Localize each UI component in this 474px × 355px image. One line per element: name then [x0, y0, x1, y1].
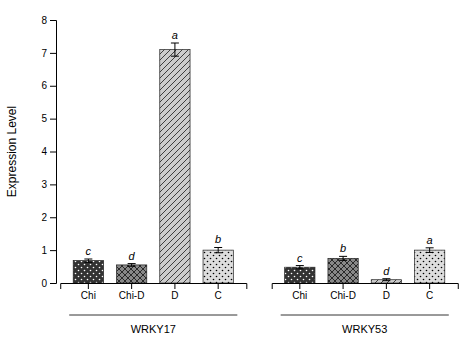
bar — [328, 258, 358, 283]
y-axis-line — [50, 21, 57, 284]
y-tick: 7 — [41, 48, 56, 59]
y-tick: 0 — [41, 278, 56, 289]
y-tick-mark — [50, 217, 56, 218]
x-tick-mark — [218, 283, 219, 289]
x-tick: C — [215, 283, 222, 301]
y-tick-mark — [50, 184, 56, 185]
y-tick-label: 0 — [41, 278, 47, 289]
significance-letter: b — [215, 233, 221, 245]
x-axis-line — [61, 284, 247, 290]
x-tick-mark — [299, 283, 300, 289]
error-bar — [214, 247, 222, 252]
significance-letter: b — [340, 242, 346, 254]
y-tick-label: 2 — [41, 212, 47, 223]
x-tick-mark — [88, 283, 89, 289]
x-tick-label: C — [215, 290, 222, 301]
x-tick-mark — [174, 283, 175, 289]
y-tick-mark — [50, 119, 56, 120]
y-tick: 3 — [41, 179, 56, 190]
y-tick: 2 — [41, 212, 56, 223]
x-tick-label: Chi — [81, 290, 96, 301]
error-bar — [339, 256, 347, 260]
bar — [116, 265, 146, 283]
y-tick: 4 — [41, 146, 56, 157]
annotations: c d a b c b d a — [86, 29, 433, 277]
bar — [203, 250, 233, 283]
y-tick: 1 — [41, 245, 56, 256]
bar — [414, 250, 444, 283]
x-tick-label: Chi-D — [119, 290, 145, 301]
x-tick: Chi-D — [330, 283, 356, 301]
x-tick: Chi — [292, 283, 307, 301]
significance-letter: c — [297, 252, 303, 264]
y-tick-mark — [50, 86, 56, 87]
x-tick-mark — [131, 283, 132, 289]
bar — [160, 50, 190, 283]
bar — [371, 280, 401, 283]
y-tick-label: 4 — [41, 146, 47, 157]
x-axis: Chi Chi-D D C — [61, 283, 247, 301]
error-bar — [171, 43, 179, 56]
significance-letter: d — [129, 250, 136, 262]
y-tick-mark — [50, 20, 56, 21]
x-tick-label: Chi — [292, 290, 307, 301]
error-bar — [382, 279, 390, 281]
y-tick: 5 — [41, 113, 56, 124]
x-tick-label: Chi-D — [330, 290, 356, 301]
plot: 0 1 2 3 4 5 6 7 8 c d a b c b d a Chi Chi-D D C WRKY17 Chi Chi-… — [41, 15, 458, 335]
x-tick-label: D — [383, 290, 390, 301]
error-bar — [84, 259, 92, 262]
x-axis-line — [272, 284, 458, 290]
group-label: WRKY53 — [342, 323, 387, 335]
x-tick-label: D — [171, 290, 178, 301]
y-tick-mark — [50, 283, 56, 284]
y-tick-label: 6 — [41, 80, 47, 91]
error-bar — [426, 248, 434, 253]
y-tick-mark — [50, 250, 56, 251]
group-bracket — [281, 315, 449, 316]
significance-letter: a — [427, 234, 433, 246]
x-tick: D — [171, 283, 178, 301]
x-tick: D — [383, 283, 390, 301]
x-tick-mark — [429, 283, 430, 289]
error-bar — [128, 264, 136, 267]
y-tick: 6 — [41, 80, 56, 91]
error-bar — [296, 266, 304, 269]
group-bracket — [69, 315, 237, 316]
x-tick: Chi-D — [119, 283, 145, 301]
y-tick-label: 8 — [41, 15, 47, 26]
x-tick: C — [426, 283, 433, 301]
bars — [73, 43, 445, 283]
chart: 0 1 2 3 4 5 6 7 8 c d a b c b d a Chi Chi-D D C WRKY17 Chi Chi-… — [0, 0, 474, 355]
x-tick-label: C — [426, 290, 433, 301]
y-axis: 0 1 2 3 4 5 6 7 8 — [41, 15, 56, 289]
x-tick-mark — [386, 283, 387, 289]
bar — [285, 267, 315, 283]
y-tick-mark — [50, 53, 56, 54]
y-tick: 8 — [41, 15, 56, 26]
significance-letter: a — [172, 29, 178, 41]
y-tick-label: 5 — [41, 113, 47, 124]
x-tick-mark — [343, 283, 344, 289]
y-tick-label: 3 — [41, 179, 47, 190]
significance-letter: c — [86, 245, 92, 257]
y-tick-mark — [50, 152, 56, 153]
group-label: WRKY17 — [131, 323, 176, 335]
y-tick-label: 7 — [41, 48, 47, 59]
y-axis-title: Expression Level — [5, 106, 19, 197]
bar — [73, 261, 103, 283]
y-tick-label: 1 — [41, 245, 47, 256]
x-tick: Chi — [81, 283, 96, 301]
x-axis: Chi Chi-D D C — [272, 283, 458, 301]
significance-letter: d — [383, 265, 390, 277]
